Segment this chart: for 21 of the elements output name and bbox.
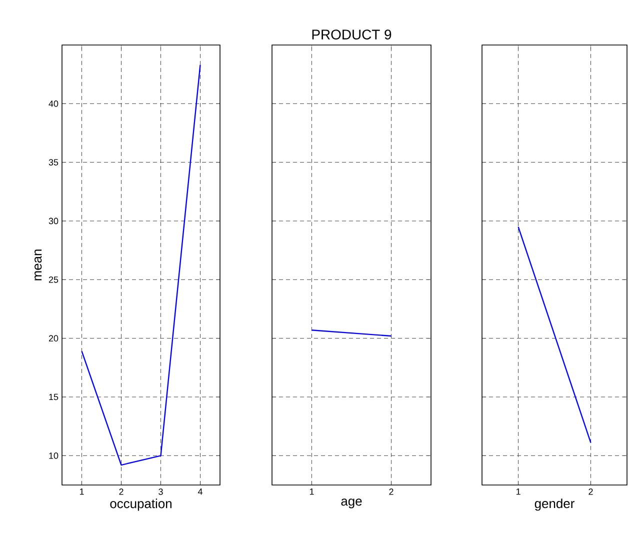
x-tick-label: 1	[516, 488, 520, 495]
x-tick-label: 1	[80, 488, 84, 495]
x-tick-label: 1	[310, 488, 314, 495]
y-tick-label: 15	[49, 394, 58, 400]
x-tick-label: 4	[198, 488, 202, 495]
y-tick-label: 35	[48, 159, 58, 166]
x-axis-title: occupation	[110, 498, 172, 511]
x-tick-label: 3	[158, 488, 163, 495]
line-series	[81, 64, 201, 466]
x-axis-title: gender	[534, 498, 574, 511]
y-tick-label: 40	[48, 100, 58, 107]
x-axis-title: age	[341, 498, 362, 508]
y-axis-title: mean	[34, 250, 42, 280]
x-tick-label: 2	[588, 488, 593, 495]
y-tick-label: 10	[49, 452, 58, 459]
chart-title: PRODUCT 9	[312, 30, 392, 40]
x-tick-label: 2	[119, 488, 124, 495]
y-tick-label: 20	[48, 335, 58, 342]
x-tick-label: 2	[389, 488, 394, 495]
y-tick-label: 30	[48, 218, 58, 224]
y-tick-label: 25	[48, 276, 58, 283]
